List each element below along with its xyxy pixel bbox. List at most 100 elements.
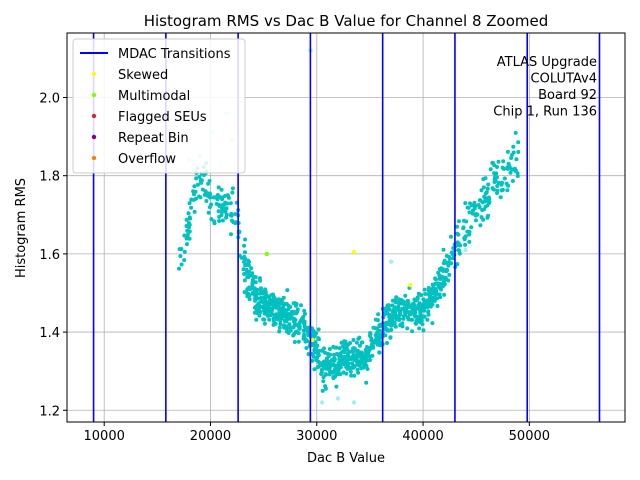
- data-point: [182, 249, 187, 254]
- data-point: [431, 284, 436, 289]
- data-point: [386, 306, 391, 311]
- data-point: [291, 309, 296, 314]
- data-point: [295, 309, 300, 314]
- data-point: [385, 322, 390, 326]
- data-point: [192, 184, 197, 189]
- data-point: [441, 247, 446, 252]
- data-point: [179, 247, 184, 251]
- data-point: [493, 174, 498, 179]
- data-point: [332, 363, 337, 368]
- data-point: [355, 367, 360, 372]
- data-point: [375, 318, 380, 323]
- data-point: [490, 186, 495, 191]
- data-point: [317, 360, 322, 365]
- data-point: [485, 186, 490, 191]
- data-point: [223, 200, 228, 205]
- data-point: [482, 207, 487, 212]
- data-point: [418, 310, 423, 315]
- data-point: [306, 333, 311, 338]
- data-point: [288, 304, 293, 309]
- data-point: [295, 323, 300, 327]
- data-point: [339, 340, 344, 345]
- data-point: [358, 359, 363, 364]
- data-point: [316, 336, 321, 341]
- data-point: [405, 326, 410, 331]
- data-point: [463, 234, 468, 239]
- data-point: [420, 308, 425, 312]
- legend-marker-swatch: [91, 71, 97, 77]
- data-point: [462, 237, 467, 242]
- data-point: [178, 254, 183, 259]
- data-point: [390, 303, 395, 308]
- data-point: [433, 276, 438, 281]
- data-point: [186, 211, 191, 216]
- data-point: [355, 348, 360, 353]
- data-point: [377, 350, 382, 355]
- data-point: [293, 301, 297, 306]
- data-point: [230, 190, 235, 195]
- data-point: [463, 201, 468, 206]
- data-point: [272, 322, 277, 327]
- legend: MDAC Transitions Skewed Multimodal Flagged …: [72, 38, 246, 174]
- data-point: [251, 274, 256, 279]
- y-tick-label: 2.0: [39, 92, 60, 107]
- data-point: [445, 268, 450, 273]
- data-point: [283, 319, 287, 324]
- data-point: [254, 317, 259, 322]
- data-point: [262, 321, 267, 326]
- data-point: [264, 303, 269, 308]
- data-point: [319, 372, 324, 376]
- data-point: [468, 201, 472, 206]
- data-point: [386, 303, 391, 308]
- data-point: [321, 361, 326, 366]
- data-point: [292, 323, 297, 328]
- data-point: [259, 304, 264, 309]
- data-point: [257, 313, 262, 318]
- legend-marker-swatch: [91, 155, 97, 161]
- y-tick-label: 1.6: [39, 248, 60, 263]
- data-point: [428, 300, 433, 305]
- data-point: [457, 251, 462, 256]
- data-point: [396, 308, 401, 313]
- data-point: [441, 284, 445, 289]
- data-point: [463, 242, 468, 247]
- annotation-line: Board 92: [538, 88, 597, 103]
- data-point: [277, 325, 282, 330]
- data-point: [486, 213, 491, 218]
- data-point: [206, 210, 211, 215]
- data-point: [465, 205, 470, 210]
- data-point: [224, 206, 229, 211]
- data-point: [360, 340, 365, 345]
- data-point: [315, 343, 320, 348]
- data-point: [267, 317, 272, 322]
- data-point: [185, 232, 190, 237]
- data-point: [320, 367, 324, 372]
- data-point: [410, 317, 415, 322]
- data-point: [416, 291, 421, 296]
- data-point: [415, 296, 420, 301]
- data-point: [396, 299, 401, 304]
- data-point: [217, 219, 222, 223]
- data-point: [271, 292, 275, 297]
- data-point: [284, 326, 289, 331]
- data-point: [216, 209, 221, 214]
- data-point: [349, 373, 354, 378]
- data-point: [334, 345, 339, 350]
- data-point: [422, 314, 427, 319]
- data-point: [242, 278, 247, 283]
- x-axis-ticks: 10000 20000 30000 40000 50000: [84, 422, 550, 444]
- data-point: [316, 353, 321, 358]
- data-point: [314, 350, 318, 355]
- data-point: [321, 375, 326, 380]
- data-point: [312, 367, 317, 372]
- data-point: [223, 209, 228, 214]
- data-point: [443, 275, 448, 280]
- data-point: [323, 384, 328, 389]
- data-point: [301, 314, 306, 319]
- data-point: [444, 254, 449, 258]
- data-point: [338, 358, 343, 363]
- data-point: [456, 248, 461, 253]
- data-point: [199, 180, 204, 185]
- data-point: [253, 305, 257, 310]
- annotation-line: COLUTAv4: [531, 72, 597, 87]
